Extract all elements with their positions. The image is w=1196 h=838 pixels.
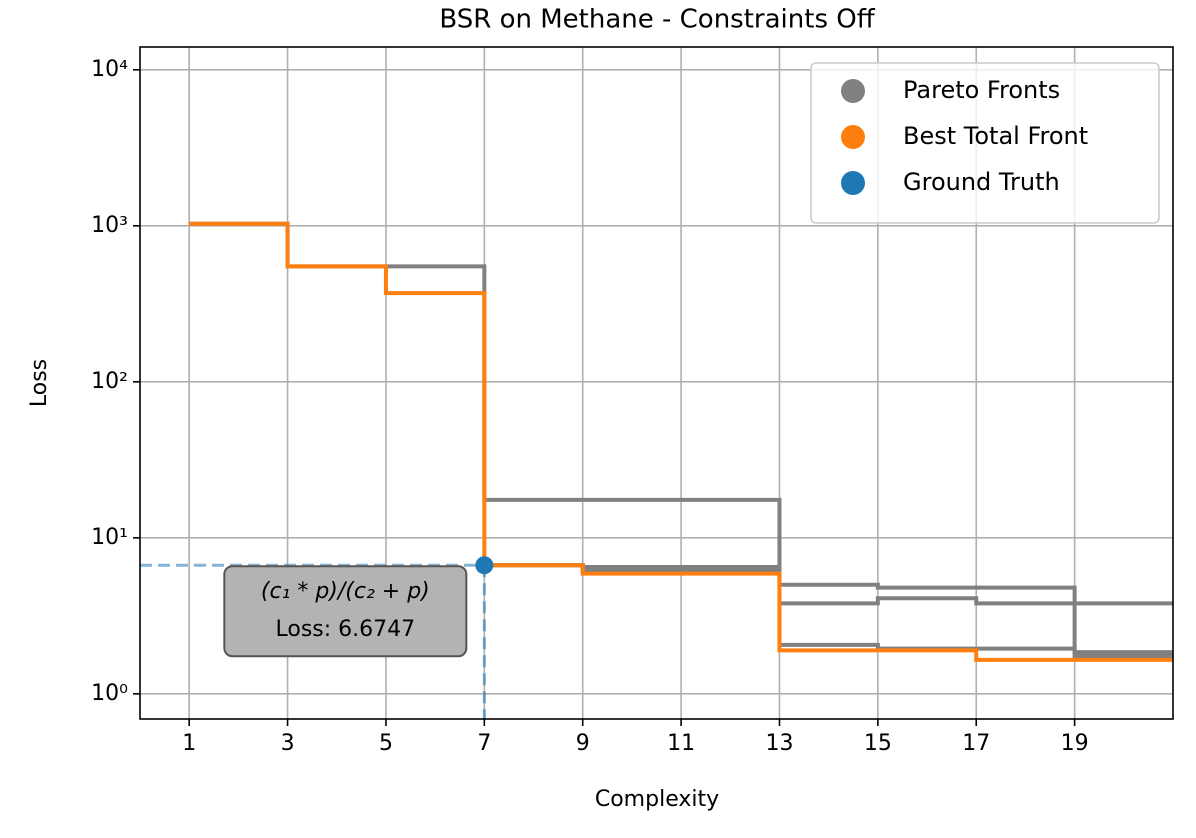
x-tick-label: 1 [182, 731, 196, 756]
legend-marker [841, 79, 865, 103]
y-tick-label: 10³ [91, 213, 128, 238]
annotation-box [223, 565, 468, 658]
step-line [484, 563, 1173, 658]
legend-marker [841, 125, 865, 149]
legend-box [810, 62, 1160, 224]
y-tick-label: 10² [91, 369, 128, 394]
x-tick-label: 11 [667, 731, 695, 756]
x-tick-label: 5 [379, 731, 393, 756]
x-axis-label: Complexity [595, 787, 719, 812]
legend-label: Best Total Front [903, 122, 1088, 150]
x-tick-label: 7 [477, 731, 491, 756]
legend-label: Ground Truth [903, 168, 1060, 196]
step-line [189, 221, 1173, 662]
legend-label: Pareto Fronts [903, 76, 1060, 104]
y-tick-label: 10⁰ [91, 681, 128, 706]
x-tick-label: 17 [962, 731, 990, 756]
chart-title: BSR on Methane - Constraints Off [439, 5, 875, 35]
x-tick-label: 13 [765, 731, 793, 756]
annotation-expression: (c₁ * p)/(c₂ + p) [261, 579, 430, 604]
y-tick-label: 10⁴ [91, 57, 128, 82]
axes-frame [139, 46, 1174, 720]
y-tick-label: 10¹ [91, 525, 128, 550]
x-tick-label: 19 [1061, 731, 1089, 756]
y-axis-label: Loss [27, 359, 52, 407]
x-tick-label: 9 [576, 731, 590, 756]
x-tick-label: 3 [281, 731, 295, 756]
x-tick-label: 15 [864, 731, 892, 756]
annotation-text: Loss: 6.6747 [276, 617, 416, 642]
ground-truth-point [475, 556, 494, 575]
legend-marker [841, 171, 865, 195]
